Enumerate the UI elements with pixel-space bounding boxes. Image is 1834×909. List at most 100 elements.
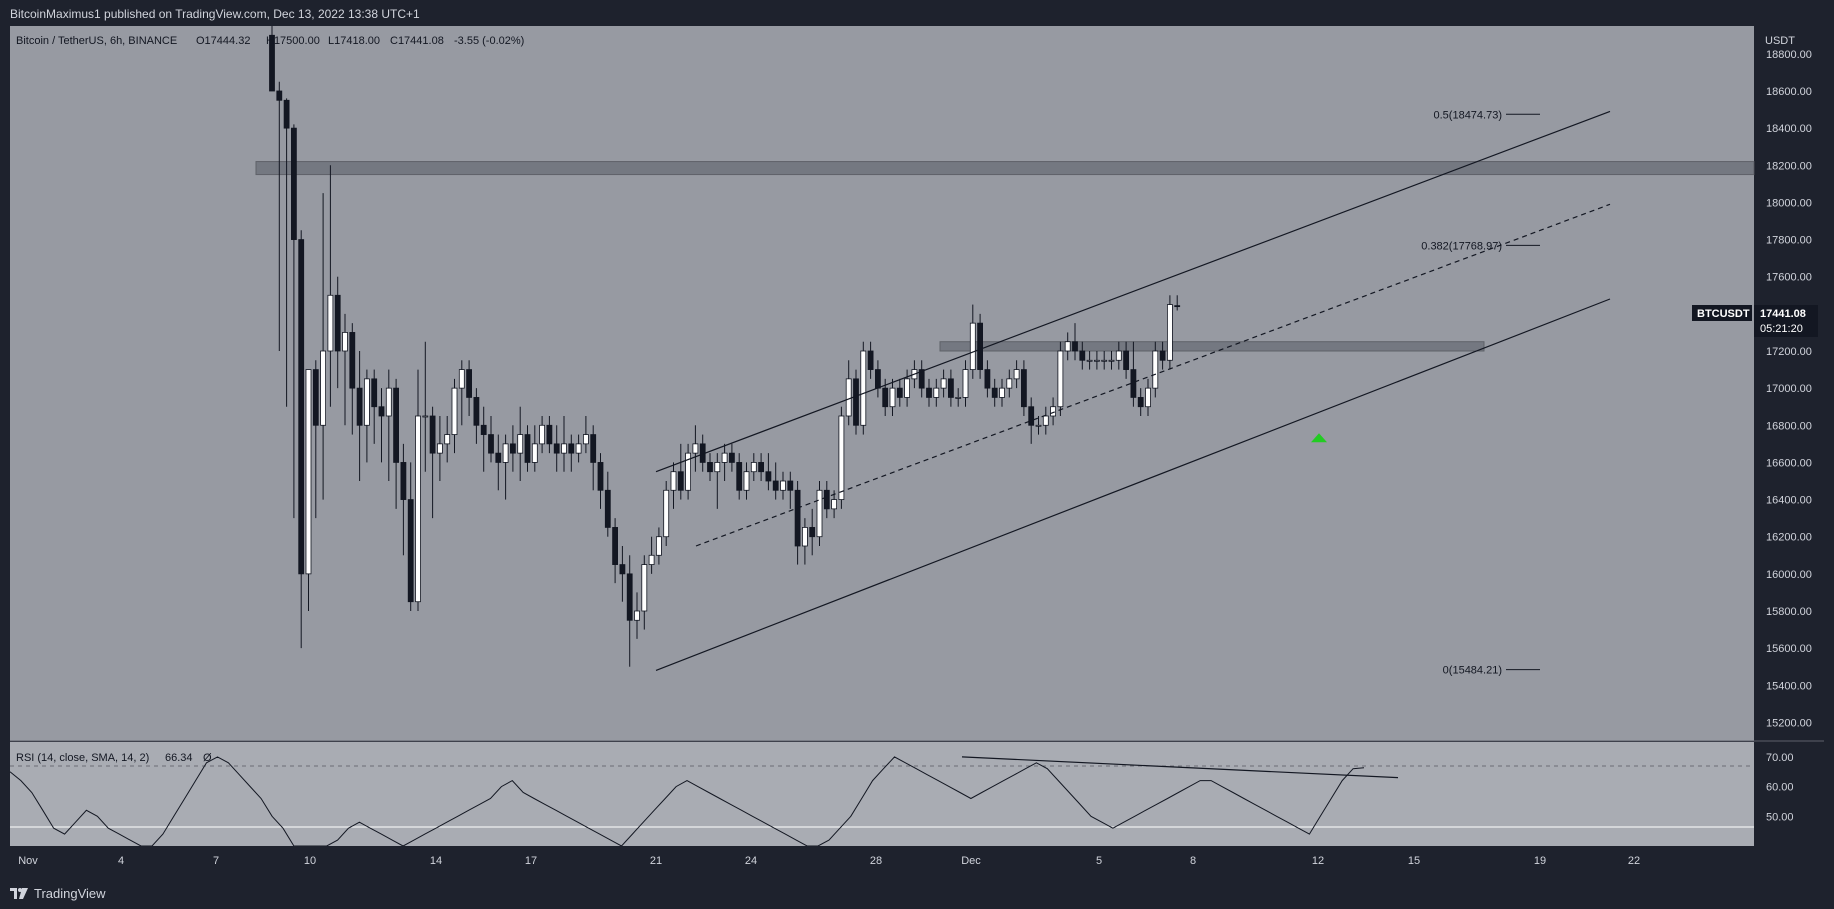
rsi-axis[interactable] [1754,742,1824,846]
candle-body [1086,359,1093,362]
resistance-zones [255,161,1755,352]
candle [1123,341,1129,379]
candle-body [802,527,808,547]
candle-body [670,471,677,491]
candle [860,341,867,435]
candle-body [809,527,816,538]
candle [736,453,743,500]
candle [1050,397,1056,426]
tag-price: 17441.08 [1760,308,1806,320]
candle-body [1050,406,1056,417]
candle [1174,295,1181,311]
candle [940,369,947,398]
candle [933,378,940,407]
candle [1145,378,1151,416]
candle [677,443,684,500]
candle [656,527,662,565]
candle [743,462,750,500]
candlestick-chart[interactable]: 0.5(18474.73)0.382(17768.97)0(15484.21) … [0,26,1834,877]
time-tick: 12 [1312,855,1324,867]
candle [429,406,436,519]
candle-body [729,452,735,463]
candle-body [378,406,385,417]
candle-body [991,387,998,398]
candle-body [677,471,684,491]
candle [283,98,290,407]
candle-body [641,564,648,612]
candle-body [648,554,655,565]
candle [648,536,655,574]
candle [444,416,451,463]
candle-body [955,397,962,399]
rsi-legend: RSI (14, close, SMA, 14, 2) 66.34 Ø [16,752,212,764]
candle [977,313,983,379]
candle-body [1094,359,1100,362]
candle [334,276,341,389]
candle [692,425,699,472]
candle-body [1108,359,1115,362]
candle [969,304,976,379]
published-text: BitcoinMaximus1 published on TradingView… [10,7,420,21]
candle [999,378,1005,407]
candle [918,360,925,398]
candle-body [758,462,764,473]
price-tick: 18400.00 [1766,123,1812,135]
candle [1072,323,1078,361]
candle [312,360,319,519]
price-tick: 15200.00 [1766,717,1812,729]
candle [415,369,421,611]
price-tick: 18000.00 [1766,197,1812,209]
candle-body [393,387,400,463]
candle [363,369,370,463]
channel-median-line [695,203,1611,547]
price-tick: 16000.00 [1766,569,1812,581]
time-tick: 22 [1628,855,1640,867]
rsi-pane[interactable] [10,742,1754,846]
currency-label: USDT [1765,35,1795,47]
time-axis[interactable] [10,846,1824,871]
symbol-legend: Bitcoin / TetherUS, 6h, BINANCE O17444.3… [16,35,524,47]
candle [853,369,859,435]
candle [685,443,691,500]
candle-body [531,443,538,463]
candle-body [838,415,845,500]
candle-body [634,610,640,621]
candle [772,462,779,500]
candle-body [1021,369,1027,408]
candle [823,481,830,519]
candle [787,471,794,509]
candle-body [875,369,881,389]
candle [758,453,764,481]
price-axis[interactable] [1754,26,1824,741]
candle-body [1035,424,1042,427]
candle [1094,351,1100,370]
candle [1159,341,1166,370]
candle-body [1115,350,1122,361]
candle-body [539,424,545,445]
candle [809,508,816,556]
price-tick: 18800.00 [1766,49,1812,61]
candle-body [1042,415,1049,426]
candle [955,388,962,407]
price-pane[interactable] [10,26,1754,741]
candle [539,416,545,454]
candle-body [1174,305,1181,308]
candle-body [1057,350,1064,408]
candle [663,481,670,546]
candle-body [546,424,553,445]
candle-body [1101,359,1108,362]
candle-body [853,378,859,426]
channel-lower-line [655,298,1611,671]
candle-body [327,294,334,352]
price-tick: 18200.00 [1766,160,1812,172]
candle-body [1064,341,1071,352]
candle [466,360,473,416]
time-tick: 10 [304,855,316,867]
candle [407,462,414,611]
candle-body [721,452,728,463]
candle [1006,369,1013,398]
rsi-line [9,756,1399,847]
candle [436,416,443,481]
candle-body [436,443,443,454]
candle [729,443,735,472]
